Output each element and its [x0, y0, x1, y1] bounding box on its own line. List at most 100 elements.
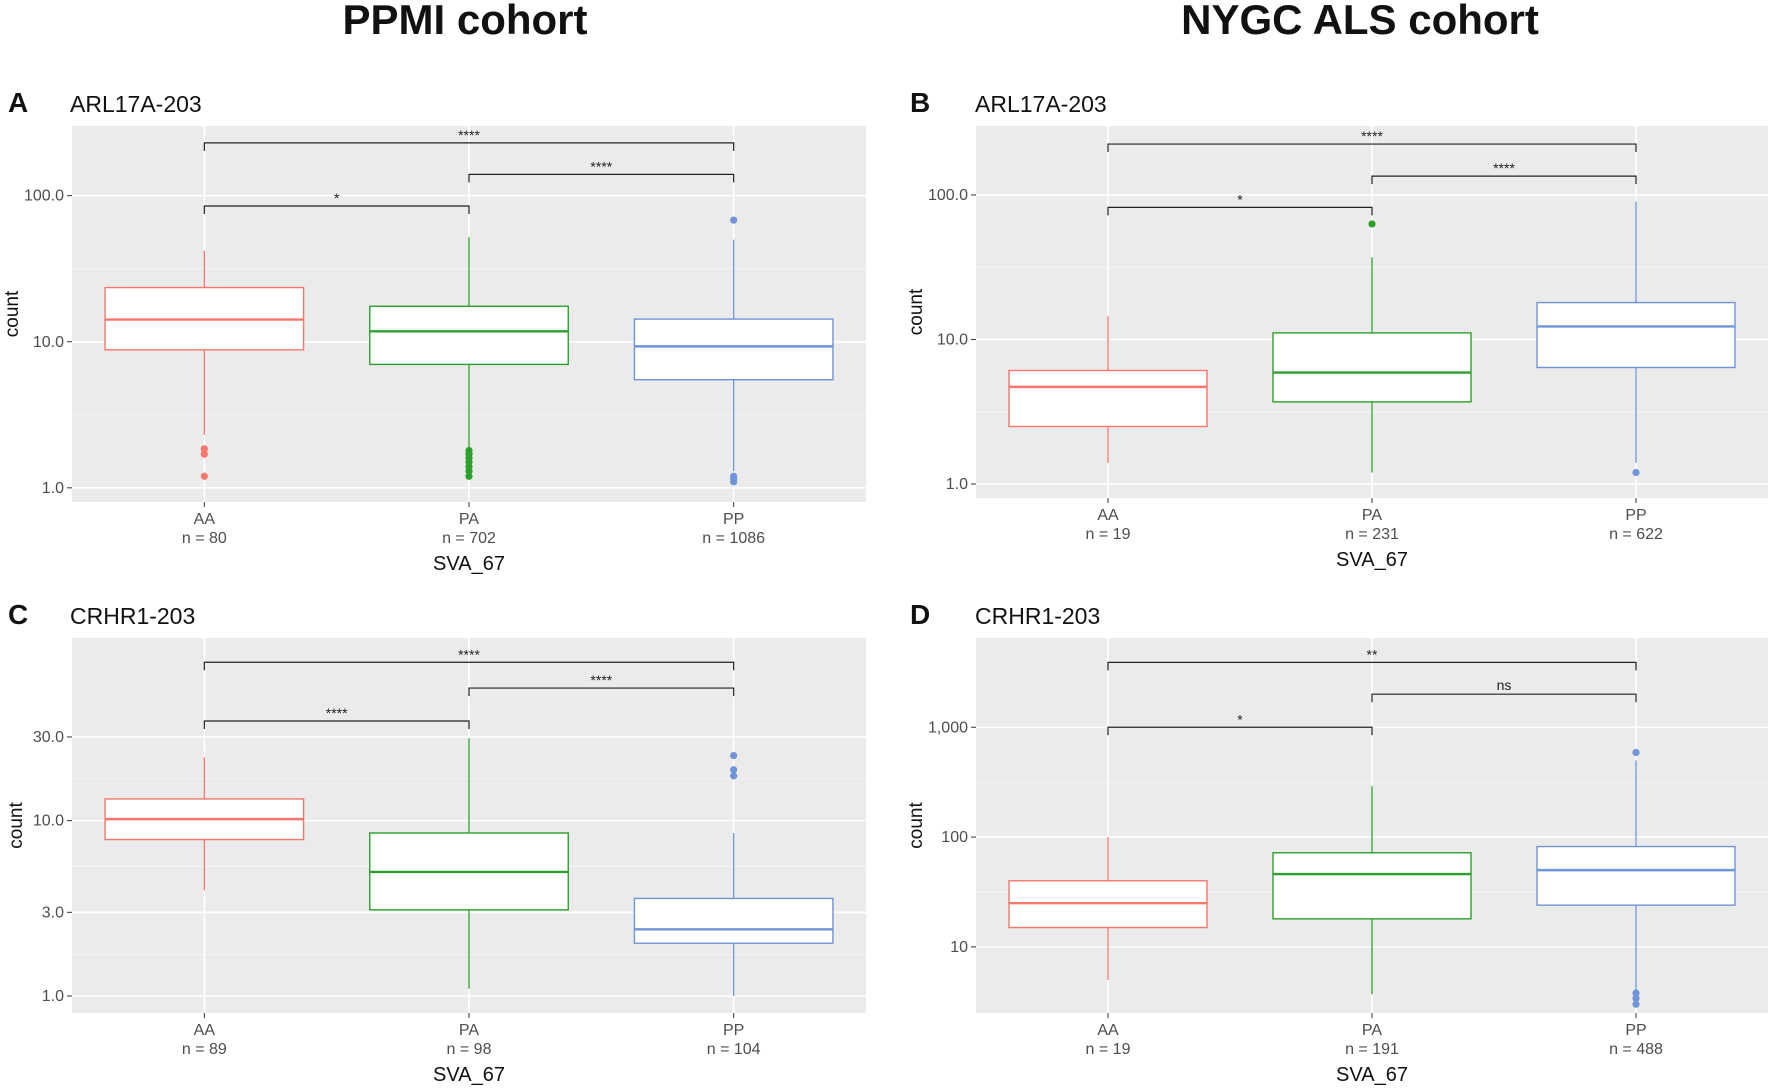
iqr-box	[633, 897, 834, 944]
x-tick-label: AA	[194, 511, 216, 528]
y-tick-label: 3.0	[42, 904, 64, 921]
group-n-label: n = 702	[442, 530, 496, 547]
x-tick-label: AA	[194, 1022, 216, 1039]
x-tick-label: AA	[1097, 1022, 1119, 1039]
x-axis-label: SVA_67	[433, 1064, 505, 1086]
significance-label: *	[1237, 711, 1243, 727]
significance-bracket: ns	[1371, 677, 1637, 703]
bracket-line	[203, 661, 735, 671]
x-tick-label: PA	[1362, 507, 1382, 524]
box-pp	[633, 216, 834, 486]
y-tick-label: 1.0	[42, 988, 64, 1005]
significance-label: ****	[590, 158, 612, 174]
bracket-line	[1107, 661, 1637, 671]
bracket-line	[203, 720, 470, 729]
significance-label: **	[1367, 646, 1378, 662]
outlier-point	[730, 216, 738, 224]
significance-label: ****	[590, 672, 612, 688]
significance-bracket: *	[203, 190, 470, 215]
y-tick-label: 10.0	[33, 813, 64, 830]
significance-label: ****	[1361, 128, 1383, 144]
group-n-label: n = 89	[182, 1041, 227, 1058]
significance-label: ns	[1497, 677, 1512, 693]
y-tick-label: 1.0	[42, 480, 64, 497]
panel-a: A ARL17A-203 1.0 10.0 100.0 AA n = 80 PA n = 702…	[2, 87, 866, 575]
y-axis-label: count	[906, 802, 927, 849]
outlier-point	[1632, 989, 1640, 997]
box-aa	[104, 250, 305, 480]
bracket-line	[1107, 206, 1373, 216]
y-tick-label: 30.0	[33, 729, 64, 746]
y-tick-label: 100	[941, 829, 968, 846]
iqr-box	[1272, 332, 1472, 403]
panel-d: D CRHR1-203 10 100 1,000 AA n = 19 PA n = 191 PP n…	[906, 599, 1768, 1086]
panel-label: B	[910, 87, 930, 118]
y-axis-label: count	[6, 802, 27, 849]
x-tick-label: PA	[459, 1022, 479, 1039]
group-n-label: n = 19	[1086, 1041, 1131, 1058]
bracket-line	[203, 142, 735, 151]
box-pa	[1272, 220, 1472, 473]
group-n-label: n = 622	[1609, 526, 1663, 543]
panel-title: ARL17A-203	[975, 91, 1107, 117]
box-aa	[104, 757, 305, 891]
group-n-label: n = 80	[182, 530, 227, 547]
significance-label: *	[1237, 191, 1243, 207]
box-pp	[633, 751, 834, 997]
bracket-line	[1371, 175, 1637, 185]
outlier-point	[200, 450, 208, 458]
outlier-point	[1632, 748, 1640, 757]
box-aa	[1008, 316, 1208, 463]
x-tick-label: PP	[1625, 507, 1646, 524]
outlier-point	[1632, 994, 1640, 1002]
x-tick-label: PA	[1362, 1022, 1382, 1039]
box-pp	[1536, 201, 1736, 477]
iqr-box	[369, 305, 569, 366]
significance-bracket: **	[1107, 646, 1637, 671]
bracket-line	[203, 205, 470, 215]
panel-label: D	[910, 599, 930, 630]
y-tick-label: 100.0	[928, 187, 968, 204]
group-n-label: n = 488	[1609, 1041, 1663, 1058]
x-tick-label: PA	[459, 511, 479, 528]
group-n-label: n = 104	[707, 1041, 761, 1058]
iqr-box	[1008, 369, 1208, 428]
panels-group: A ARL17A-203 1.0 10.0 100.0 AA n = 80 PA n = 702…	[2, 87, 1768, 1086]
bracket-line	[468, 173, 735, 183]
outlier-point	[1632, 1000, 1640, 1008]
y-tick-label: 10.0	[937, 331, 968, 348]
x-axis-label: SVA_67	[433, 553, 505, 575]
group-n-label: n = 98	[447, 1041, 492, 1058]
outlier-point	[730, 772, 738, 780]
box-pa	[1272, 786, 1472, 995]
x-axis-label: SVA_67	[1336, 549, 1408, 571]
iqr-box	[1536, 845, 1736, 906]
y-tick-label: 1.0	[946, 476, 968, 493]
box-pp	[1536, 748, 1736, 1008]
significance-bracket: *	[1107, 191, 1373, 216]
bracket-line	[1107, 726, 1373, 736]
panel-c: C CRHR1-203 1.0 3.0 10.0 30.0 AA n = 89 PA n = 98…	[6, 599, 866, 1086]
group-n-label: n = 231	[1345, 526, 1399, 543]
panel-label: A	[8, 87, 28, 118]
x-axis-label: SVA_67	[1336, 1064, 1408, 1086]
significance-label: ****	[458, 646, 480, 662]
significance-label: ****	[326, 705, 348, 721]
box-pa	[369, 237, 569, 480]
significance-bracket: ****	[203, 705, 470, 729]
significance-label: ****	[458, 127, 480, 143]
outlier-point	[730, 751, 738, 760]
iqr-box	[1272, 852, 1472, 920]
iqr-box	[633, 318, 834, 381]
panel-title: ARL17A-203	[70, 91, 202, 117]
significance-bracket: ****	[468, 672, 735, 697]
outlier-point	[730, 766, 738, 774]
outlier-point	[730, 472, 738, 480]
bracket-line	[1371, 693, 1637, 703]
y-tick-label: 10	[950, 939, 968, 956]
y-tick-label: 100.0	[24, 188, 64, 205]
bracket-line	[1107, 143, 1637, 153]
box-aa	[1008, 837, 1208, 980]
group-n-label: n = 1086	[702, 530, 765, 547]
